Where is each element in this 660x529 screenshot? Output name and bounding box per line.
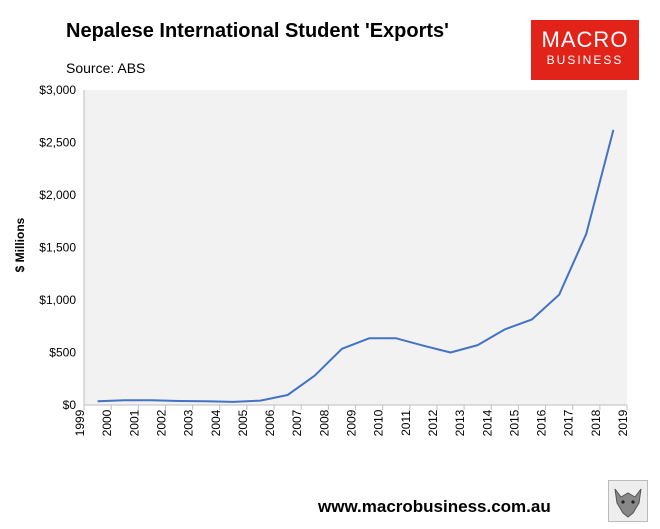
chart-title: Nepalese International Student 'Exports' xyxy=(66,20,449,42)
x-tick-label: 2012 xyxy=(426,409,440,436)
line-chart: $0 $500 $1,000 $1,500 $2,000 $2,500 $3,000 199… xyxy=(39,83,630,436)
x-tick-label: 2011 xyxy=(399,410,413,436)
x-tick-label: 2000 xyxy=(100,409,114,436)
chart-source: Source: ABS xyxy=(66,60,146,76)
x-tick-label: 2008 xyxy=(317,409,331,436)
y-tick-label: $1,500 xyxy=(39,241,76,255)
x-tick-label: 2019 xyxy=(616,409,630,436)
logo-line-2: BUSINESS xyxy=(546,53,624,67)
x-tick-label: 2002 xyxy=(154,409,168,436)
x-tick-label: 2003 xyxy=(182,409,196,436)
x-tick-label: 2010 xyxy=(372,409,386,436)
wolf-logo-icon xyxy=(608,480,648,522)
x-tick-label: 2016 xyxy=(535,409,549,436)
x-tick-label: 2004 xyxy=(209,409,223,436)
x-tick-label: 2007 xyxy=(290,409,304,436)
x-tick-label: 2017 xyxy=(562,409,576,436)
x-tick-label: 2005 xyxy=(236,409,250,436)
y-tick-label: $0 xyxy=(63,398,77,412)
y-tick-label: $2,000 xyxy=(39,188,76,202)
plot-area xyxy=(84,90,627,405)
logo-line-1: MACRO xyxy=(541,27,629,52)
footer-url: www.macrobusiness.com.au xyxy=(318,497,551,516)
macrobusiness-logo: MACRO BUSINESS xyxy=(531,20,639,80)
y-tick-label: $3,000 xyxy=(39,83,76,97)
x-tick-label: 2018 xyxy=(589,409,603,436)
x-tick-label: 2013 xyxy=(453,409,467,436)
y-tick-label: $1,000 xyxy=(39,293,76,307)
y-tick-label: $500 xyxy=(49,346,76,360)
x-tick-label: 2001 xyxy=(127,409,141,436)
y-tick-label: $2,500 xyxy=(39,136,76,150)
series-line xyxy=(97,129,615,403)
x-tick-label: 2014 xyxy=(480,409,494,436)
x-tick-label: 2009 xyxy=(345,409,359,436)
x-tick-label: 2006 xyxy=(263,409,277,436)
x-tick-label: 1999 xyxy=(73,409,87,436)
x-tick-label: 2015 xyxy=(507,409,521,436)
